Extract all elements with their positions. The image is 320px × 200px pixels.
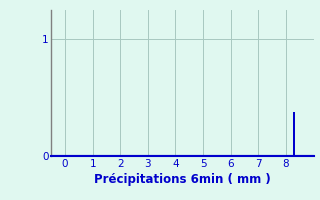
Bar xyxy=(293,112,295,156)
X-axis label: Précipitations 6min ( mm ): Précipitations 6min ( mm ) xyxy=(94,173,271,186)
